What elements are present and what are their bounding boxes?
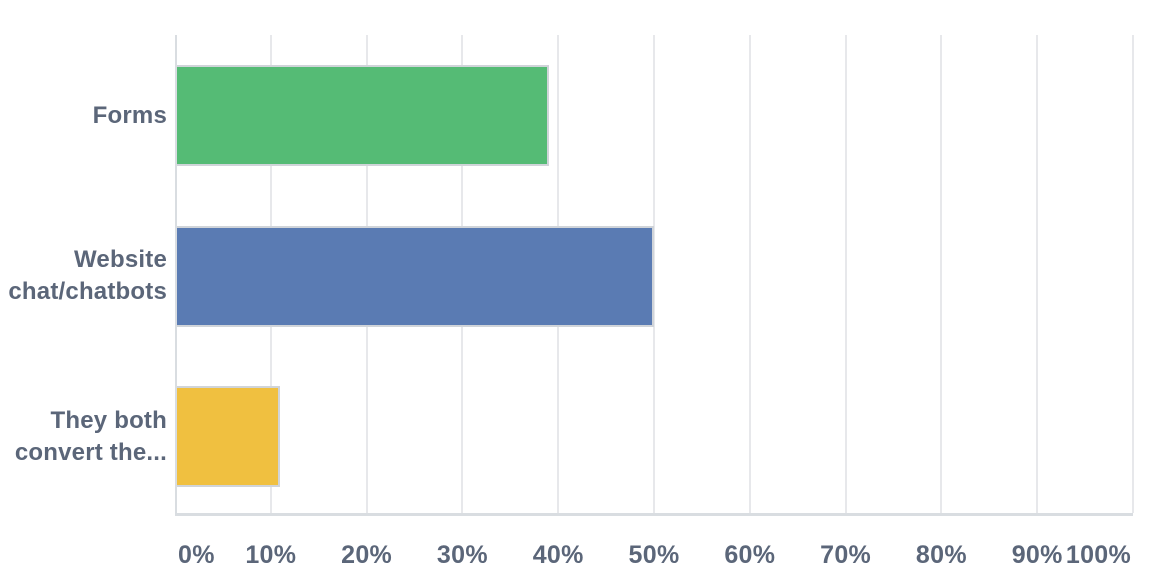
gridline	[748, 35, 751, 513]
bar-forms	[175, 65, 549, 166]
x-tick-label: 90%	[1011, 541, 1063, 569]
gridline	[844, 35, 847, 513]
x-tick-label: 10%	[245, 541, 297, 569]
x-tick-label: 100%	[1065, 541, 1131, 569]
bar-website-chat-chatbots	[175, 225, 654, 327]
category-label: Forms	[92, 101, 167, 129]
category-label: Website chat/chatbots	[8, 246, 167, 305]
category-label: They both convert the...	[14, 406, 167, 466]
x-tick-label: 70%	[820, 541, 872, 569]
x-tick-label: 60%	[724, 541, 776, 569]
gridline	[1132, 35, 1134, 513]
x-tick-label: 0%	[178, 541, 215, 569]
x-tick-label: 50%	[628, 541, 680, 569]
bar-they-both-convert-the	[175, 386, 281, 487]
x-tick-label: 80%	[915, 541, 967, 569]
x-tick-label: 20%	[341, 541, 393, 569]
x-tick-label: 40%	[532, 541, 584, 569]
gridline	[940, 35, 943, 513]
gridline	[1036, 35, 1039, 513]
x-tick-label: 30%	[436, 541, 488, 569]
gridline	[653, 35, 655, 513]
y-axis-line	[175, 35, 177, 513]
x-axis-line	[175, 513, 1133, 516]
plot-area	[175, 35, 1134, 516]
